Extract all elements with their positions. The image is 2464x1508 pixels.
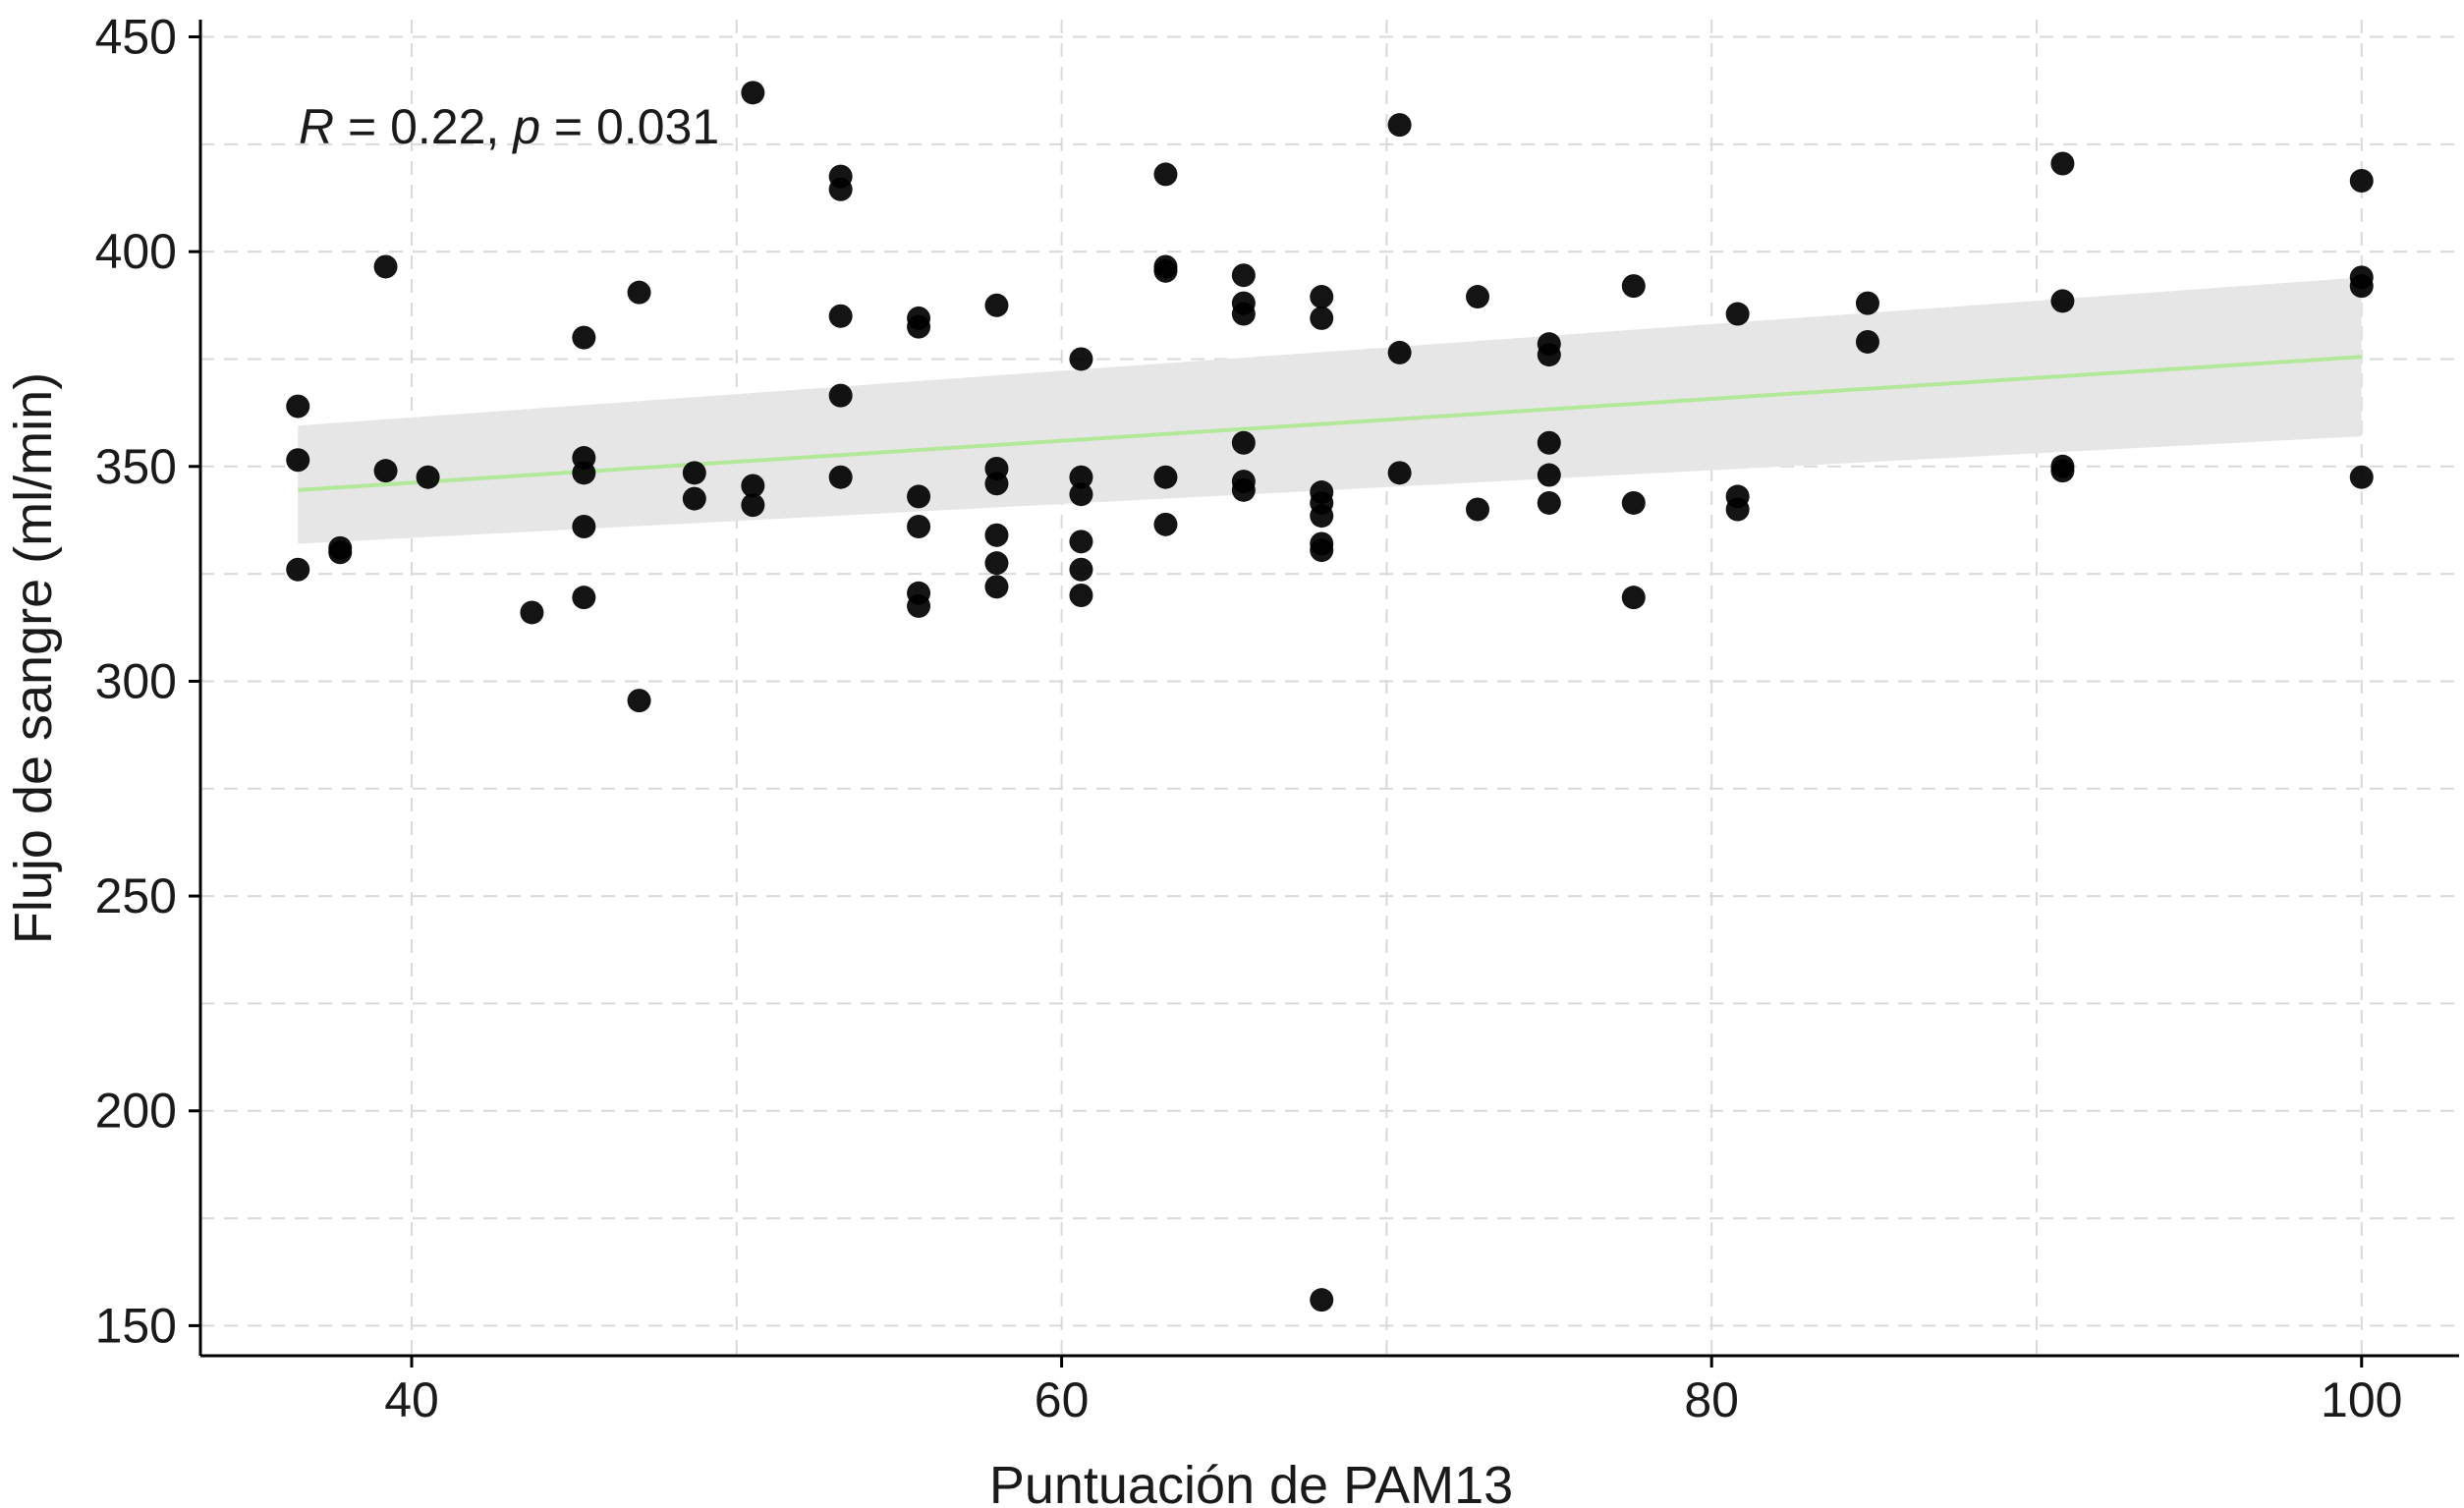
y-axis-title: Flujo de sangre (ml/min) xyxy=(4,372,63,944)
data-point xyxy=(1153,465,1178,489)
data-points xyxy=(286,81,2374,1313)
data-point xyxy=(520,600,544,625)
r-symbol: R xyxy=(299,99,334,154)
correlation-annotation: R = 0.22, p = 0.031 xyxy=(299,99,719,154)
y-tick-label: 150 xyxy=(95,1298,177,1353)
x-tick-label: 40 xyxy=(384,1372,439,1427)
data-point xyxy=(907,314,931,339)
data-point xyxy=(2050,289,2075,313)
data-point xyxy=(1725,497,1750,522)
data-point xyxy=(2050,151,2075,176)
y-tick-label: 300 xyxy=(95,653,177,708)
data-point xyxy=(572,515,596,539)
data-point xyxy=(1153,162,1178,187)
data-point xyxy=(1537,490,1561,515)
data-point xyxy=(1069,465,1093,489)
data-point xyxy=(984,293,1009,317)
grid-lines xyxy=(200,20,2459,1356)
y-axis-ticks: 150 200 250 300 350 400 450 xyxy=(95,9,200,1353)
data-point xyxy=(1310,538,1334,563)
data-point xyxy=(828,177,853,201)
data-point xyxy=(2349,465,2374,489)
data-point xyxy=(416,465,440,489)
data-point xyxy=(1387,113,1412,138)
x-axis-title: Puntuación de PAM13 xyxy=(989,1456,1513,1508)
data-point xyxy=(1537,430,1561,455)
data-point xyxy=(2349,168,2374,193)
data-point xyxy=(373,459,398,483)
data-point xyxy=(1387,461,1412,485)
data-point xyxy=(984,523,1009,547)
data-point xyxy=(682,486,706,511)
r-value: = 0.22, xyxy=(334,99,513,154)
data-point xyxy=(741,474,765,498)
data-point xyxy=(1069,347,1093,371)
data-point xyxy=(1153,512,1178,536)
y-tick-label: 350 xyxy=(95,439,177,494)
data-point xyxy=(572,586,596,610)
data-point xyxy=(627,280,651,305)
confidence-band xyxy=(298,277,2362,544)
data-point xyxy=(1621,274,1646,299)
data-point xyxy=(328,540,353,565)
data-point xyxy=(1855,329,1879,354)
data-point xyxy=(984,551,1009,576)
data-point xyxy=(741,493,765,518)
data-point xyxy=(907,593,931,618)
data-point xyxy=(1725,302,1750,326)
data-point xyxy=(572,325,596,350)
data-point xyxy=(2349,274,2374,299)
data-point xyxy=(907,515,931,539)
data-point xyxy=(1387,340,1412,364)
x-tick-label: 80 xyxy=(1684,1372,1739,1427)
data-point xyxy=(1153,258,1178,283)
data-point xyxy=(1621,490,1646,515)
data-point xyxy=(1466,497,1490,522)
data-point xyxy=(984,472,1009,496)
x-axis-ticks: 40 60 80 100 xyxy=(384,1356,2402,1427)
x-tick-label: 60 xyxy=(1035,1372,1090,1427)
data-point xyxy=(984,575,1009,599)
p-symbol: p xyxy=(511,99,540,154)
data-point xyxy=(1231,430,1256,455)
data-point xyxy=(1466,285,1490,309)
data-point xyxy=(1310,504,1334,529)
x-tick-label: 100 xyxy=(2321,1372,2402,1427)
data-point xyxy=(1069,482,1093,507)
data-point xyxy=(1231,263,1256,288)
data-point xyxy=(1069,530,1093,554)
data-point xyxy=(1310,306,1334,330)
y-tick-label: 250 xyxy=(95,868,177,923)
data-point xyxy=(1537,343,1561,367)
data-point xyxy=(1537,463,1561,487)
data-point xyxy=(682,461,706,485)
data-point xyxy=(1855,291,1879,315)
data-point xyxy=(627,689,651,713)
data-point xyxy=(1310,285,1334,309)
y-tick-label: 450 xyxy=(95,9,177,64)
data-point xyxy=(1621,586,1646,610)
data-point xyxy=(572,461,596,485)
data-point xyxy=(1231,477,1256,502)
data-point xyxy=(1069,583,1093,607)
data-point xyxy=(1069,557,1093,582)
y-tick-label: 400 xyxy=(95,224,177,279)
data-point xyxy=(741,81,765,105)
p-value: = 0.031 xyxy=(540,99,719,154)
data-point xyxy=(907,484,931,509)
data-point xyxy=(286,394,310,419)
data-point xyxy=(828,465,853,489)
data-point xyxy=(1310,1288,1334,1313)
data-point xyxy=(286,448,310,473)
y-tick-label: 200 xyxy=(95,1084,177,1139)
data-point xyxy=(373,254,398,279)
data-point xyxy=(828,304,853,328)
data-point xyxy=(2050,459,2075,483)
data-point xyxy=(1231,302,1256,326)
regression-line xyxy=(298,355,2362,492)
data-point xyxy=(286,557,310,582)
data-point xyxy=(828,383,853,408)
